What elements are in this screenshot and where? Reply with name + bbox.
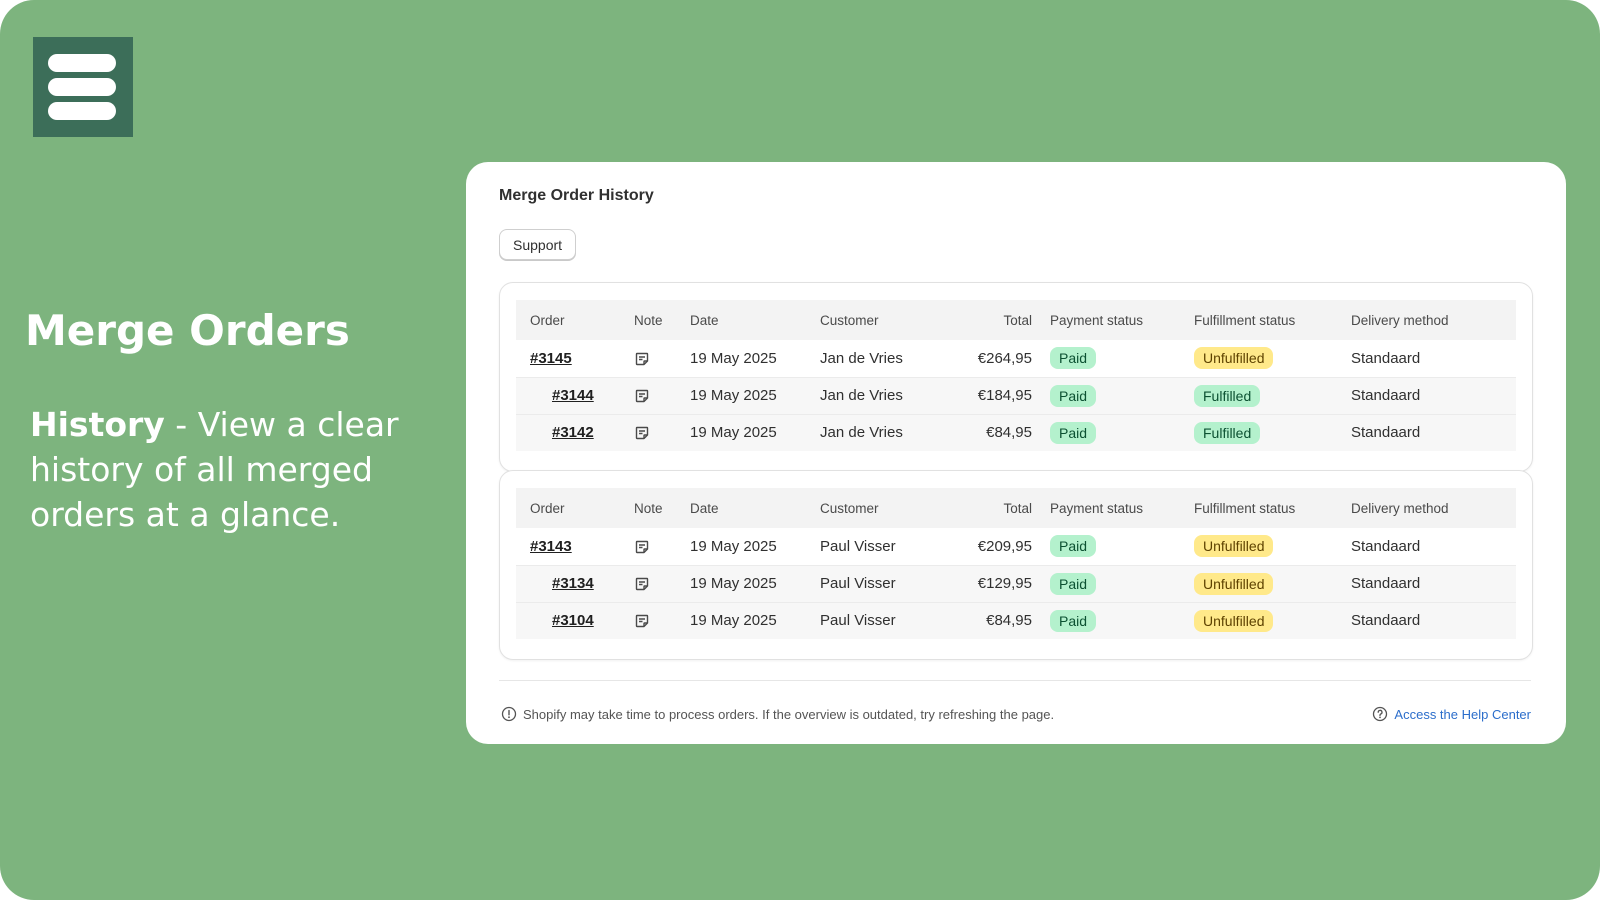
column-header-date: Date bbox=[690, 500, 719, 516]
fulfillment-status-badge: Fulfilled bbox=[1194, 384, 1261, 407]
column-header-order: Order bbox=[530, 312, 565, 328]
column-header-note: Note bbox=[634, 500, 663, 516]
table-header-row: Order Note Date Customer Total Payment s… bbox=[516, 488, 1516, 528]
table-row: #3104 19 May 2025 Paul Visser €84,95 Pai… bbox=[516, 601, 1516, 639]
order-total: €84,95 bbox=[938, 413, 1036, 451]
column-header-total: Total bbox=[1003, 500, 1032, 516]
payment-status-badge: Paid bbox=[1050, 421, 1097, 444]
order-date: 19 May 2025 bbox=[690, 537, 777, 555]
promo-description: History - View a clear history of all me… bbox=[30, 402, 430, 537]
orders-table-2: Order Note Date Customer Total Payment s… bbox=[516, 488, 1516, 639]
order-link[interactable]: #3143 bbox=[530, 537, 572, 555]
promo-feature: History bbox=[30, 405, 165, 444]
order-link[interactable]: #3142 bbox=[552, 424, 594, 442]
note-icon[interactable] bbox=[634, 388, 650, 404]
note-icon[interactable] bbox=[634, 425, 650, 441]
table-header-row: Order Note Date Customer Total Payment s… bbox=[516, 300, 1516, 340]
table-row: #3134 19 May 2025 Paul Visser €129,95 Pa… bbox=[516, 564, 1516, 602]
fulfillment-status-badge: Unfulfilled bbox=[1194, 347, 1274, 370]
payment-status-badge: Paid bbox=[1050, 572, 1097, 595]
column-header-total: Total bbox=[1003, 312, 1032, 328]
column-header-delivery: Delivery method bbox=[1351, 312, 1449, 328]
order-total: €84,95 bbox=[938, 601, 1036, 639]
fulfillment-status-badge: Fulfilled bbox=[1194, 421, 1261, 444]
order-total: €264,95 bbox=[977, 349, 1032, 367]
column-header-payment: Payment status bbox=[1050, 312, 1144, 328]
order-date: 19 May 2025 bbox=[676, 564, 806, 602]
order-link[interactable]: #3134 bbox=[552, 575, 594, 592]
payment-status-badge: Paid bbox=[1050, 347, 1097, 370]
order-link[interactable]: #3145 bbox=[530, 349, 572, 367]
order-customer: Paul Visser bbox=[820, 537, 896, 555]
merge-history-panel: Merge Order History Support Order Note D… bbox=[466, 162, 1566, 744]
column-header-delivery: Delivery method bbox=[1351, 500, 1449, 516]
note-icon[interactable] bbox=[634, 576, 650, 592]
payment-status-badge: Paid bbox=[1050, 384, 1097, 407]
order-customer: Jan de Vries bbox=[806, 413, 938, 451]
promo-separator: - bbox=[164, 405, 198, 444]
column-header-payment: Payment status bbox=[1050, 500, 1144, 516]
footer-divider bbox=[499, 680, 1531, 681]
fulfillment-status-badge: Unfulfilled bbox=[1194, 535, 1274, 558]
order-total: €184,95 bbox=[938, 376, 1036, 414]
question-circle-icon bbox=[1373, 706, 1388, 722]
fulfillment-status-badge: Unfulfilled bbox=[1194, 609, 1274, 632]
order-customer: Jan de Vries bbox=[820, 349, 903, 367]
table-row: #3144 19 May 2025 Jan de Vries €184,95 P… bbox=[516, 376, 1516, 414]
order-date: 19 May 2025 bbox=[690, 349, 777, 367]
order-date: 19 May 2025 bbox=[676, 601, 806, 639]
footer-note-text: Shopify may take time to process orders.… bbox=[523, 706, 1055, 722]
order-customer: Paul Visser bbox=[806, 601, 938, 639]
column-header-note: Note bbox=[634, 312, 663, 328]
delivery-method: Standaard bbox=[1337, 413, 1516, 451]
support-button[interactable]: Support bbox=[499, 229, 577, 260]
orders-table-1: Order Note Date Customer Total Payment s… bbox=[516, 300, 1516, 451]
delivery-method: Standaard bbox=[1337, 564, 1516, 602]
footer-info: Shopify may take time to process orders.… bbox=[501, 706, 1054, 722]
table-row: #3142 19 May 2025 Jan de Vries €84,95 Pa… bbox=[516, 413, 1516, 451]
fulfillment-status-badge: Unfulfilled bbox=[1194, 572, 1274, 595]
delivery-method: Standaard bbox=[1337, 376, 1516, 414]
column-header-fulfillment: Fulfillment status bbox=[1194, 312, 1296, 328]
promo-headline: Merge Orders bbox=[25, 306, 350, 355]
delivery-method: Standaard bbox=[1351, 537, 1421, 555]
table-row: #3145 19 May 2025 Jan de Vries €264,95 P… bbox=[516, 340, 1516, 377]
note-icon[interactable] bbox=[634, 613, 650, 629]
note-icon[interactable] bbox=[634, 351, 650, 367]
promo-description-text: View a clear history of all merged order… bbox=[30, 405, 399, 534]
app-logo-icon bbox=[33, 37, 133, 137]
help-center-label: Access the Help Center bbox=[1394, 706, 1531, 722]
page-title: Merge Order History bbox=[499, 187, 654, 204]
order-link[interactable]: #3104 bbox=[552, 612, 594, 630]
delivery-method: Standaard bbox=[1351, 349, 1421, 367]
order-total: €209,95 bbox=[977, 537, 1032, 555]
order-link[interactable]: #3144 bbox=[552, 387, 594, 404]
column-header-fulfillment: Fulfillment status bbox=[1194, 500, 1296, 516]
order-date: 19 May 2025 bbox=[676, 376, 806, 414]
merge-group-1: Order Note Date Customer Total Payment s… bbox=[499, 282, 1533, 472]
column-header-customer: Customer bbox=[820, 500, 879, 516]
payment-status-badge: Paid bbox=[1050, 609, 1097, 632]
table-row: #3143 19 May 2025 Paul Visser €209,95 Pa… bbox=[516, 528, 1516, 565]
order-customer: Paul Visser bbox=[806, 564, 938, 602]
payment-status-badge: Paid bbox=[1050, 535, 1097, 558]
help-center-link[interactable]: Access the Help Center bbox=[1372, 706, 1531, 722]
order-date: 19 May 2025 bbox=[676, 413, 806, 451]
column-header-date: Date bbox=[690, 312, 719, 328]
info-circle-icon bbox=[501, 706, 517, 722]
column-header-customer: Customer bbox=[820, 312, 879, 328]
note-icon[interactable] bbox=[634, 539, 650, 555]
order-total: €129,95 bbox=[938, 564, 1036, 602]
merge-group-2: Order Note Date Customer Total Payment s… bbox=[499, 470, 1533, 660]
delivery-method: Standaard bbox=[1337, 601, 1516, 639]
column-header-order: Order bbox=[530, 500, 565, 516]
order-customer: Jan de Vries bbox=[806, 376, 938, 414]
